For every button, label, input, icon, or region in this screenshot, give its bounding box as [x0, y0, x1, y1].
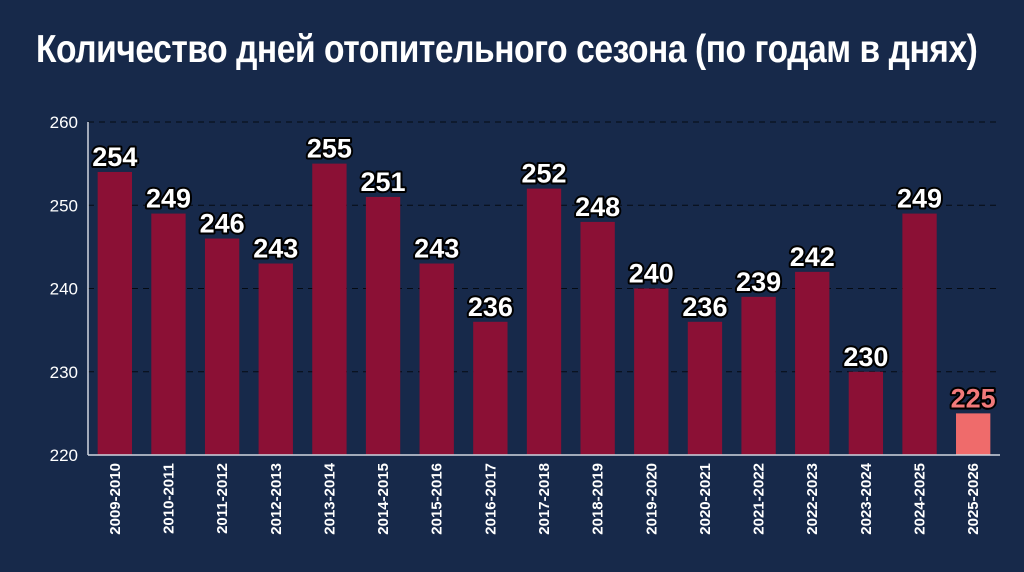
- value-label: 248: [575, 192, 620, 222]
- category-label: 2011-2012: [214, 463, 231, 534]
- y-tick-label: 230: [50, 363, 78, 382]
- value-label: 243: [253, 234, 298, 264]
- axes: [87, 122, 1000, 456]
- category-labels: 2009-2010 2010-2011 2011-2012 2012-2013 2013…: [107, 462, 982, 534]
- bar: [526, 188, 562, 455]
- bar: [258, 263, 293, 455]
- category-label: 2018-2019: [590, 463, 607, 535]
- value-label: 236: [468, 292, 513, 322]
- value-labels: 254 249 246 243 255 251 243 236 252 248 240 236 239 2…: [90, 132, 997, 416]
- chart-title: Количество дней отопительного сезона (по…: [36, 28, 978, 71]
- category-label: 2013-2014: [321, 462, 338, 534]
- y-tick-label: 240: [50, 280, 78, 299]
- bar: [419, 263, 454, 455]
- bar: [956, 413, 991, 455]
- y-tick-labels: 220 230 240 250 260: [50, 113, 78, 465]
- bar: [634, 288, 669, 455]
- bar: [902, 213, 937, 455]
- category-label: 2024-2025: [912, 463, 929, 535]
- category-label: 2023-2024: [858, 462, 875, 534]
- value-label: 240: [629, 259, 674, 289]
- bar: [687, 321, 723, 455]
- y-tick-label: 250: [50, 196, 78, 215]
- bar: [741, 296, 776, 455]
- value-label: 252: [521, 159, 566, 189]
- value-label: 242: [790, 242, 835, 272]
- category-label: 2020-2021: [697, 463, 714, 535]
- value-label: 243: [414, 234, 459, 264]
- bar: [580, 221, 615, 455]
- value-label: 236: [682, 292, 727, 322]
- category-label: 2017-2018: [536, 463, 553, 535]
- bar: [795, 271, 830, 455]
- bars: [97, 163, 991, 456]
- y-tick-label: 260: [50, 113, 78, 132]
- category-label: 2015-2016: [429, 463, 446, 535]
- bar: [204, 238, 240, 455]
- value-label: 230: [843, 342, 888, 372]
- value-label: 251: [361, 167, 406, 197]
- value-label: 246: [200, 209, 245, 239]
- category-label: 2010-2011: [160, 463, 177, 534]
- bar: [151, 213, 186, 455]
- value-label: 249: [146, 184, 191, 214]
- category-label: 2009-2010: [107, 463, 124, 535]
- value-label: 225: [951, 383, 996, 413]
- value-label: 254: [92, 142, 137, 172]
- category-label: 2016-2017: [482, 463, 499, 535]
- y-tick-label: 220: [50, 446, 78, 465]
- bar: [848, 371, 884, 455]
- value-label: 239: [736, 267, 781, 297]
- category-label: 2012-2013: [268, 463, 285, 535]
- category-label: 2019-2020: [643, 463, 660, 535]
- category-label: 2025-2026: [965, 463, 982, 535]
- category-label: 2014-2015: [375, 463, 392, 535]
- value-label: 249: [897, 184, 942, 214]
- bar: [97, 171, 132, 455]
- category-label: 2021-2022: [751, 463, 768, 535]
- category-label: 2022-2023: [804, 463, 821, 535]
- bar: [473, 321, 508, 455]
- bar: [312, 163, 347, 455]
- value-label: 255: [307, 134, 352, 164]
- bar: [365, 196, 401, 456]
